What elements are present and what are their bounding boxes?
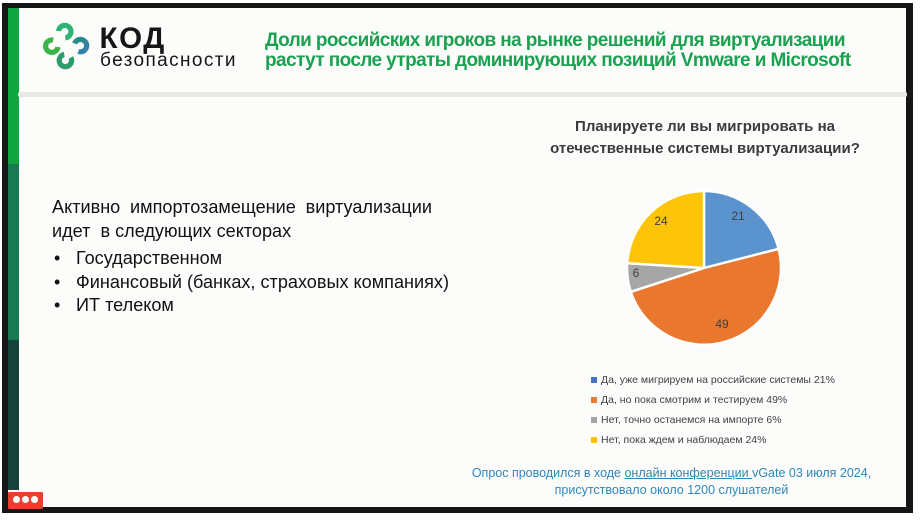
svg-text:21: 21 — [731, 209, 745, 223]
svg-text:24: 24 — [654, 214, 668, 228]
svg-text:49: 49 — [715, 317, 729, 331]
svg-text:6: 6 — [633, 266, 640, 280]
